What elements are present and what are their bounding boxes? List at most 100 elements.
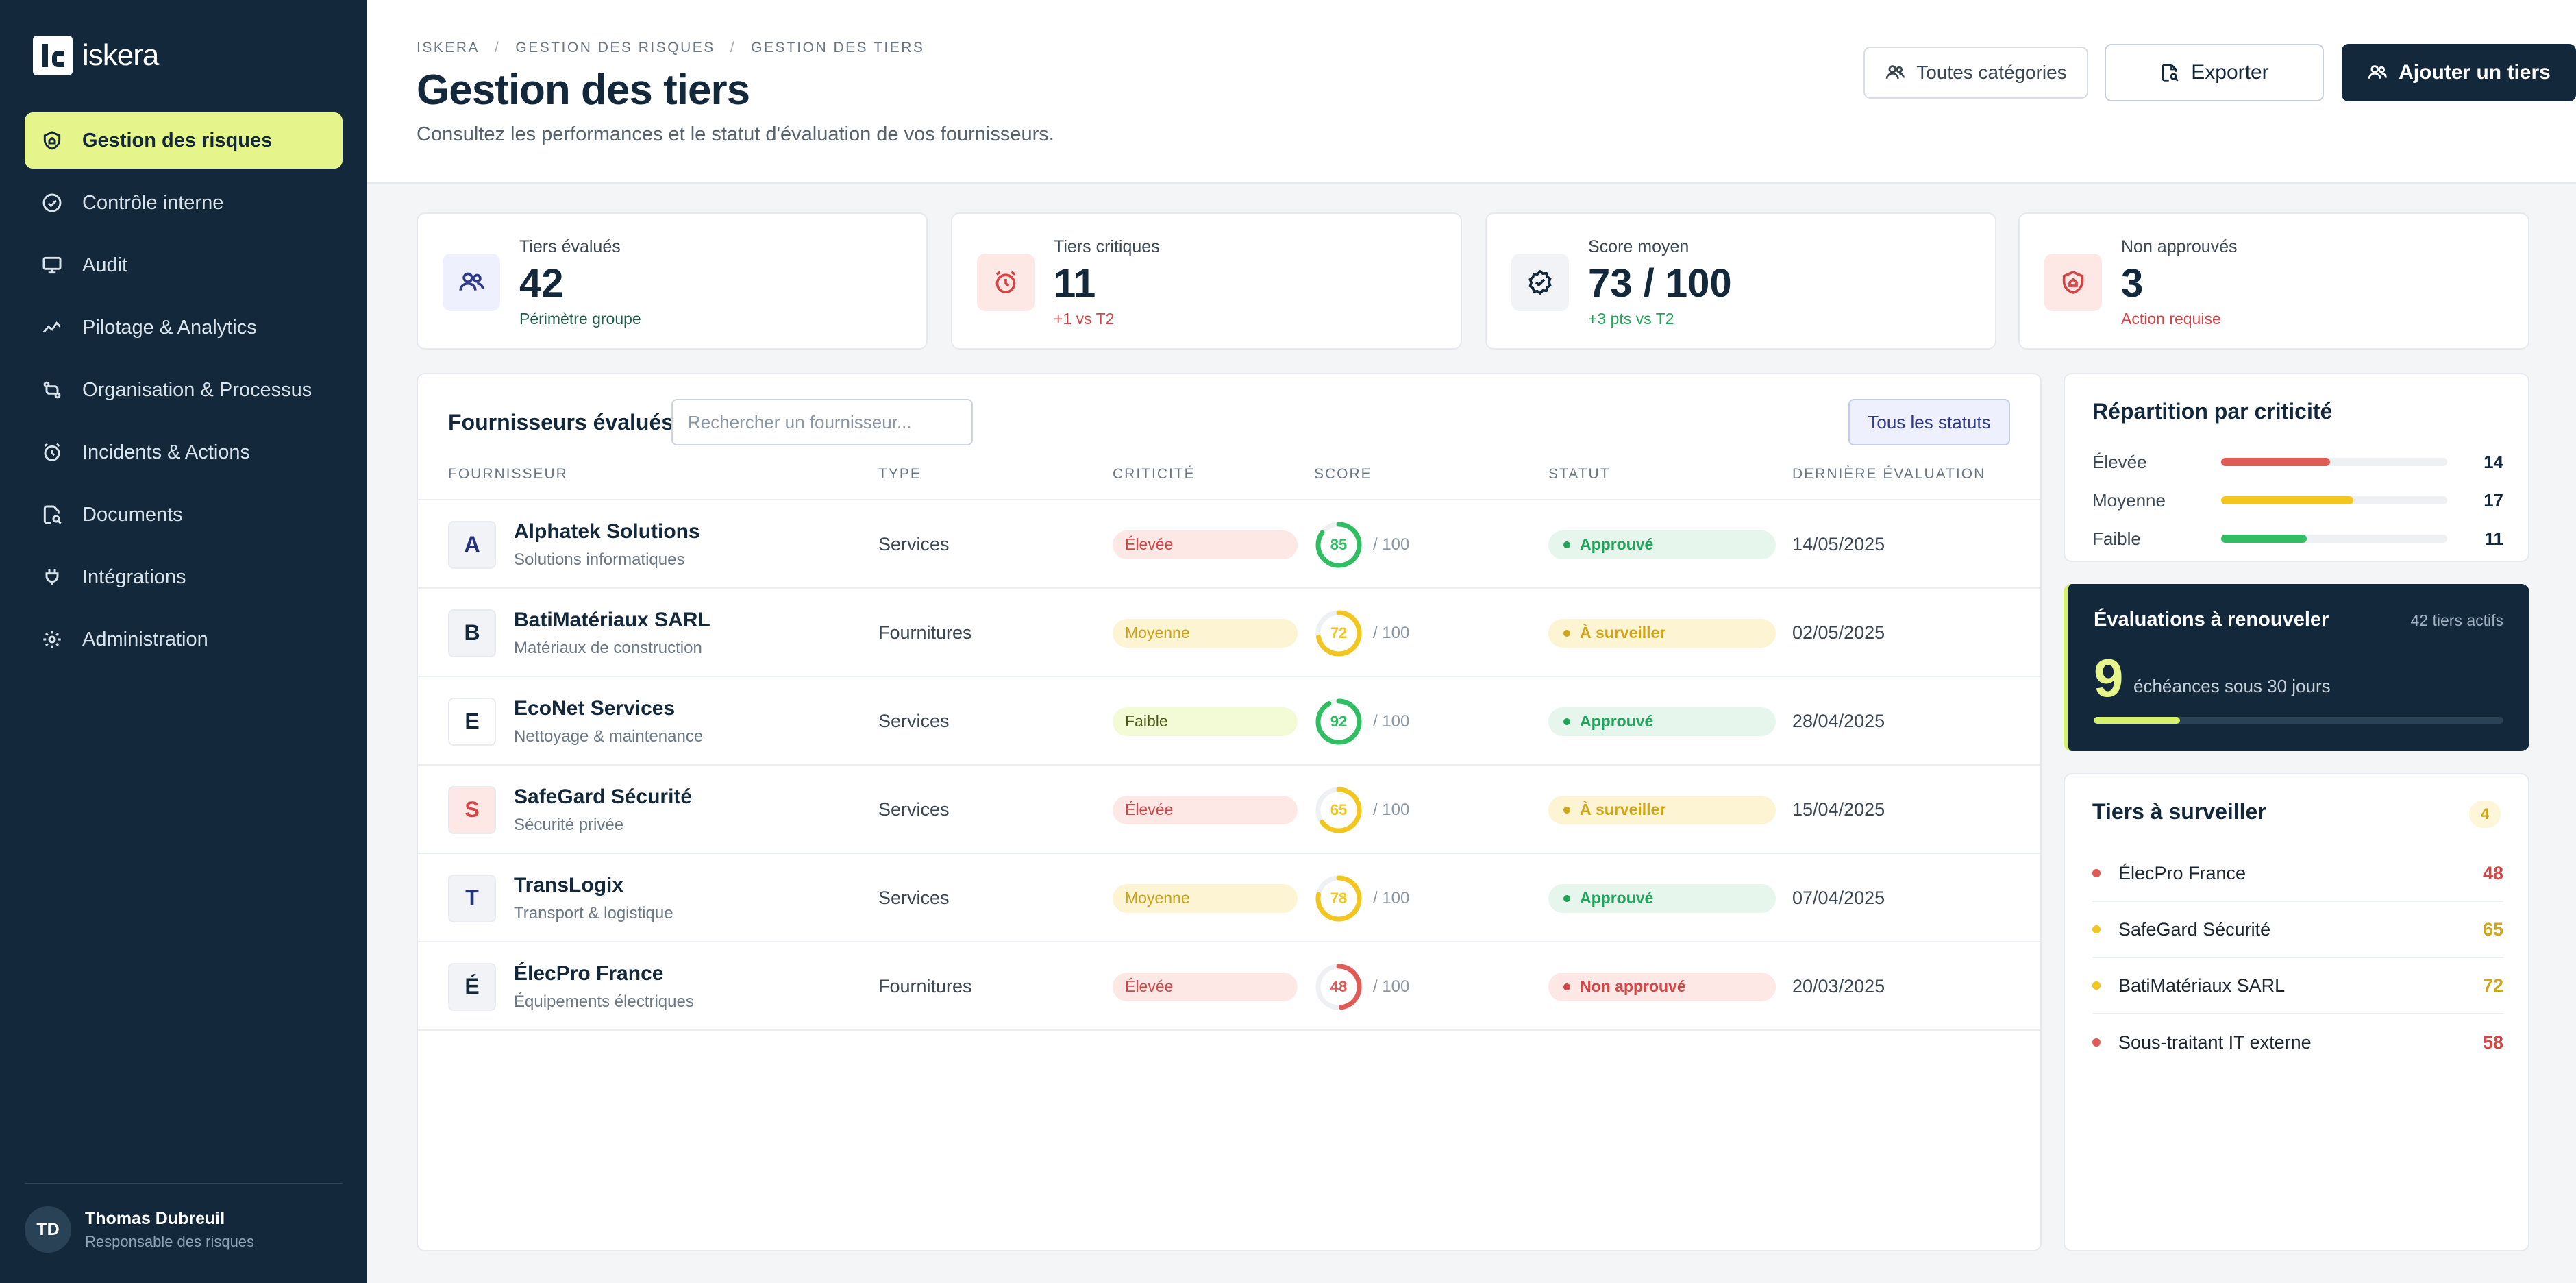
- watchlist-dot: [2092, 1038, 2101, 1047]
- status-label: Approuvé: [1580, 712, 1654, 730]
- suppliers-panel: Fournisseurs évalués Tous les statuts FO…: [417, 373, 2042, 1251]
- watchlist-item[interactable]: ÉlecPro France 48: [2092, 846, 2503, 902]
- kpi-card[interactable]: Tiers critiques 11 +1 vs T2: [951, 212, 1462, 350]
- status-filter-button[interactable]: Tous les statuts: [1848, 399, 2010, 445]
- status-dot: [1563, 629, 1570, 637]
- supplier-description: Équipements électriques: [514, 992, 694, 1011]
- renewals-card[interactable]: Évaluations à renouveler 42 tiers actifs…: [2064, 584, 2529, 751]
- column-header-criticality[interactable]: CRITICITÉ: [1113, 466, 1196, 482]
- sidebar-item-7[interactable]: Documents: [25, 487, 343, 543]
- kpi-value: 73 / 100: [1588, 261, 1732, 306]
- breadcrumb-item-risques[interactable]: GESTION DES RISQUES: [515, 40, 715, 56]
- line-chart-icon: [41, 317, 63, 339]
- column-header-type[interactable]: TYPE: [878, 466, 921, 482]
- table-row[interactable]: B BatiMatériaux SARL Matériaux de construc…: [418, 589, 2040, 677]
- watchlist-name: ÉlecPro France: [2118, 862, 2246, 883]
- watchlist-item[interactable]: BatiMatériaux SARL 72: [2092, 958, 2503, 1014]
- gear-icon: [41, 628, 63, 650]
- sidebar-item-label: Contrôle interne: [82, 191, 224, 214]
- table-row[interactable]: T TransLogix Transport & logistique Service…: [418, 854, 2040, 942]
- sidebar-item-9[interactable]: Administration: [25, 611, 343, 668]
- supplier-name[interactable]: BatiMatériaux SARL: [514, 608, 710, 631]
- export-button[interactable]: Exporter: [2105, 44, 2324, 101]
- supplier-name[interactable]: Alphatek Solutions: [514, 520, 700, 543]
- sidebar-divider: [25, 1183, 343, 1184]
- supplier-name[interactable]: ÉlecPro France: [514, 962, 664, 985]
- sidebar-item-5[interactable]: Organisation & Processus: [25, 362, 343, 418]
- supplier-description: Sécurité privée: [514, 815, 624, 834]
- table-row[interactable]: E EcoNet Services Nettoyage & maintenance S…: [418, 677, 2040, 766]
- sidebar-item-4[interactable]: Pilotage & Analytics: [25, 300, 343, 356]
- breadcrumb: ISKERA / GESTION DES RISQUES / GESTION D…: [417, 40, 924, 56]
- user-profile[interactable]: TD Thomas Dubreuil Responsable des risqu…: [25, 1206, 254, 1253]
- supplier-description: Transport & logistique: [514, 903, 673, 922]
- sidebar-nav: Gestion des risques Contrôle interne Audit…: [25, 112, 343, 674]
- column-header-score[interactable]: SCORE: [1314, 466, 1372, 482]
- table-row[interactable]: S SafeGard Sécurité Sécurité privée Service…: [418, 766, 2040, 854]
- page-subtitle: Consultez les performances et le statut …: [417, 123, 1054, 145]
- supplier-name[interactable]: TransLogix: [514, 873, 624, 896]
- table-row[interactable]: A Alphatek Solutions Solutions informatiqu…: [418, 500, 2040, 589]
- kpi-card[interactable]: Score moyen 73 / 100 +3 pts vs T2: [1485, 212, 1996, 350]
- export-label: Exporter: [2191, 61, 2269, 84]
- criticality-badge: Faible: [1113, 707, 1298, 736]
- supplier-name[interactable]: SafeGard Sécurité: [514, 785, 693, 808]
- supplier-description: Matériaux de construction: [514, 638, 702, 657]
- status-dot: [1563, 541, 1570, 548]
- renewals-active-count: 42 tiers actifs: [2410, 611, 2504, 629]
- watchlist-title: Tiers à surveiller: [2092, 799, 2266, 824]
- add-tier-button[interactable]: Ajouter un tiers: [2342, 44, 2576, 101]
- score-value: 48: [1330, 977, 1348, 995]
- sidebar-item-1[interactable]: Gestion des risques: [25, 112, 343, 169]
- watchlist-score: 72: [2482, 975, 2503, 996]
- supplier-name[interactable]: EcoNet Services: [514, 696, 676, 720]
- categories-filter-button[interactable]: Toutes catégories: [1863, 47, 2088, 99]
- watchlist-name: BatiMatériaux SARL: [2118, 975, 2286, 996]
- kpi-note: +1 vs T2: [1054, 310, 1115, 328]
- breadcrumb-item-iskera[interactable]: ISKERA: [417, 40, 480, 56]
- criticality-bar: [2221, 496, 2447, 504]
- column-header-supplier[interactable]: FOURNISSEUR: [448, 466, 568, 482]
- shield-home-icon: [41, 130, 63, 151]
- sidebar-item-6[interactable]: Incidents & Actions: [25, 424, 343, 480]
- kpi-card[interactable]: Tiers évalués 42 Périmètre groupe: [417, 212, 928, 350]
- sidebar-item-8[interactable]: Intégrations: [25, 549, 343, 605]
- column-header-status[interactable]: STATUT: [1548, 466, 1611, 482]
- table-row[interactable]: É ÉlecPro France Équipements électriques Fo…: [418, 942, 2040, 1031]
- watchlist-score: 48: [2482, 862, 2503, 883]
- watchlist-item[interactable]: Sous-traitant IT externe 58: [2092, 1014, 2503, 1071]
- monitor-icon: [41, 254, 63, 276]
- status-badge: Approuvé: [1548, 883, 1776, 913]
- watchlist-score: 58: [2482, 1031, 2503, 1053]
- status-badge: Approuvé: [1548, 707, 1776, 736]
- user-role: Responsable des risques: [85, 1232, 255, 1250]
- supplier-type: Fournitures: [878, 976, 972, 997]
- criticality-bar-fill: [2221, 496, 2354, 504]
- page-header: ISKERA / GESTION DES RISQUES / GESTION D…: [367, 0, 2576, 184]
- last-evaluation-date: 15/04/2025: [1792, 799, 1885, 820]
- sidebar-item-2[interactable]: Contrôle interne: [25, 175, 343, 231]
- score-ring: 72: [1314, 609, 1363, 658]
- column-header-last-evaluation[interactable]: DERNIÈRE ÉVALUATION: [1792, 466, 1986, 482]
- score-value: 65: [1330, 801, 1348, 818]
- supplier-search-input[interactable]: [671, 399, 973, 445]
- watchlist-item[interactable]: SafeGard Sécurité 65: [2092, 902, 2503, 958]
- users-icon: [2368, 65, 2388, 79]
- kpi-card[interactable]: Non approuvés 3 Action requise: [2018, 212, 2529, 350]
- brand-logo[interactable]: iskera: [33, 36, 159, 75]
- status-label: Approuvé: [1580, 889, 1654, 907]
- watchlist-score: 65: [2482, 918, 2503, 940]
- renewals-progress-fill: [2094, 717, 2180, 724]
- last-evaluation-date: 07/04/2025: [1792, 888, 1885, 908]
- breadcrumb-separator: /: [495, 40, 501, 56]
- kpi-note: Périmètre groupe: [519, 310, 641, 328]
- alarm-icon: [41, 441, 63, 463]
- last-evaluation-date: 02/05/2025: [1792, 622, 1885, 643]
- sidebar-item-3[interactable]: Audit: [25, 237, 343, 293]
- renewals-progress-bar: [2094, 717, 2503, 724]
- criticality-row: Élevée 14: [2092, 448, 2503, 476]
- sidebar: iskera Gestion des risques Contrôle inter…: [0, 0, 367, 1283]
- criticality-bar-fill: [2221, 535, 2307, 543]
- plug-icon: [41, 566, 63, 588]
- supplier-avatar: É: [448, 962, 496, 1011]
